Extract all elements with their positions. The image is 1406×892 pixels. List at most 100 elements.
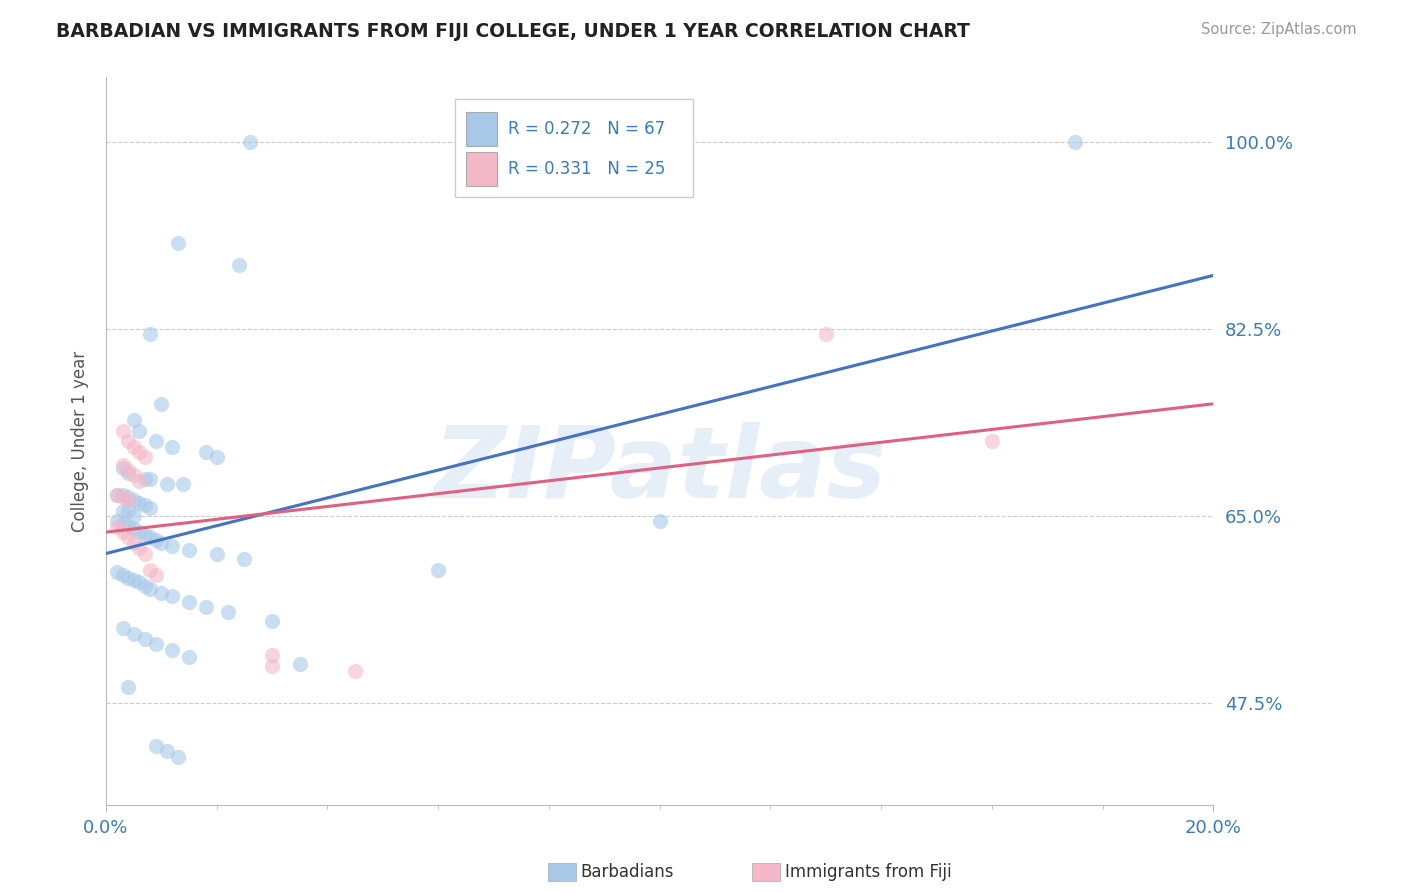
Point xyxy=(111,568,134,582)
Point xyxy=(117,434,139,449)
Point xyxy=(145,434,167,449)
Point xyxy=(139,531,162,545)
Point xyxy=(117,463,139,477)
Point xyxy=(1064,135,1087,149)
Point xyxy=(128,445,150,459)
Point xyxy=(111,458,134,472)
Point xyxy=(128,541,150,556)
Point xyxy=(105,488,128,502)
Text: Barbadians: Barbadians xyxy=(581,863,675,881)
Point xyxy=(111,516,134,531)
Point xyxy=(156,477,179,491)
Point xyxy=(128,575,150,590)
Bar xyxy=(465,112,496,145)
Point xyxy=(105,515,128,529)
Point xyxy=(122,468,145,483)
Point xyxy=(145,739,167,753)
Point xyxy=(105,520,128,534)
Point xyxy=(177,595,200,609)
Point xyxy=(194,445,217,459)
Point xyxy=(233,552,256,566)
Point xyxy=(111,504,134,518)
Point xyxy=(167,236,190,251)
Point xyxy=(217,606,239,620)
Point xyxy=(134,499,156,513)
Point xyxy=(139,500,162,515)
Point xyxy=(122,509,145,524)
Point xyxy=(981,434,1004,449)
Point xyxy=(145,533,167,547)
Point xyxy=(205,450,228,465)
Point xyxy=(288,657,311,671)
Point xyxy=(122,574,145,588)
Bar xyxy=(465,153,496,186)
Point xyxy=(177,650,200,665)
Point xyxy=(172,477,194,491)
Point xyxy=(105,565,128,579)
Point xyxy=(122,440,145,454)
Point xyxy=(139,582,162,596)
Point xyxy=(111,488,134,502)
Point xyxy=(162,643,184,657)
Point xyxy=(260,614,283,628)
Point xyxy=(117,467,139,481)
Point xyxy=(134,547,156,561)
Point xyxy=(150,397,173,411)
Point xyxy=(648,515,671,529)
Point xyxy=(122,493,145,508)
Point xyxy=(134,450,156,465)
Point xyxy=(177,543,200,558)
Point xyxy=(128,525,150,540)
Point xyxy=(134,579,156,593)
Point xyxy=(145,568,167,582)
Point xyxy=(122,522,145,536)
Point xyxy=(145,638,167,652)
Point xyxy=(156,744,179,758)
Point xyxy=(150,586,173,600)
Point xyxy=(260,659,283,673)
Point xyxy=(150,536,173,550)
Point xyxy=(205,547,228,561)
Text: BARBADIAN VS IMMIGRANTS FROM FIJI COLLEGE, UNDER 1 YEAR CORRELATION CHART: BARBADIAN VS IMMIGRANTS FROM FIJI COLLEG… xyxy=(56,22,970,41)
Point xyxy=(111,424,134,438)
Point xyxy=(260,648,283,663)
Point xyxy=(117,531,139,545)
Y-axis label: College, Under 1 year: College, Under 1 year xyxy=(72,351,89,532)
Point xyxy=(111,461,134,475)
Point xyxy=(134,472,156,486)
Point xyxy=(344,665,367,679)
Point xyxy=(162,539,184,553)
Point xyxy=(122,536,145,550)
Point xyxy=(122,627,145,641)
Point xyxy=(117,518,139,533)
Point xyxy=(139,472,162,486)
Point xyxy=(117,571,139,585)
Point xyxy=(128,474,150,488)
Point xyxy=(139,327,162,342)
Point xyxy=(111,490,134,504)
Point xyxy=(162,590,184,604)
Point xyxy=(122,413,145,427)
Point xyxy=(111,525,134,540)
Point xyxy=(427,563,450,577)
Text: ZIPatlas: ZIPatlas xyxy=(433,422,886,519)
Point xyxy=(117,490,139,504)
Point xyxy=(134,528,156,542)
Point xyxy=(117,680,139,694)
Text: R = 0.272   N = 67: R = 0.272 N = 67 xyxy=(508,120,665,138)
Point xyxy=(117,493,139,508)
Point xyxy=(128,424,150,438)
Point xyxy=(105,488,128,502)
FancyBboxPatch shape xyxy=(454,99,693,197)
Text: Source: ZipAtlas.com: Source: ZipAtlas.com xyxy=(1201,22,1357,37)
Point xyxy=(111,622,134,636)
Point xyxy=(239,135,262,149)
Text: Immigrants from Fiji: Immigrants from Fiji xyxy=(785,863,952,881)
Point xyxy=(117,504,139,518)
Point xyxy=(134,632,156,647)
Point xyxy=(228,258,250,272)
Point xyxy=(162,440,184,454)
Point xyxy=(814,327,837,342)
Point xyxy=(167,749,190,764)
Point xyxy=(139,563,162,577)
